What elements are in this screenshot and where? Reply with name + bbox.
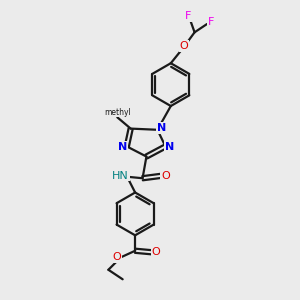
Text: methyl: methyl xyxy=(104,108,131,117)
Text: HN: HN xyxy=(112,171,129,181)
Text: O: O xyxy=(179,41,188,51)
Text: N: N xyxy=(118,142,127,152)
Text: N: N xyxy=(157,123,166,133)
Text: O: O xyxy=(161,171,170,181)
Text: O: O xyxy=(152,247,161,257)
Text: N: N xyxy=(165,142,174,152)
Text: F: F xyxy=(185,11,191,21)
Text: F: F xyxy=(208,16,214,27)
Text: O: O xyxy=(112,252,121,262)
